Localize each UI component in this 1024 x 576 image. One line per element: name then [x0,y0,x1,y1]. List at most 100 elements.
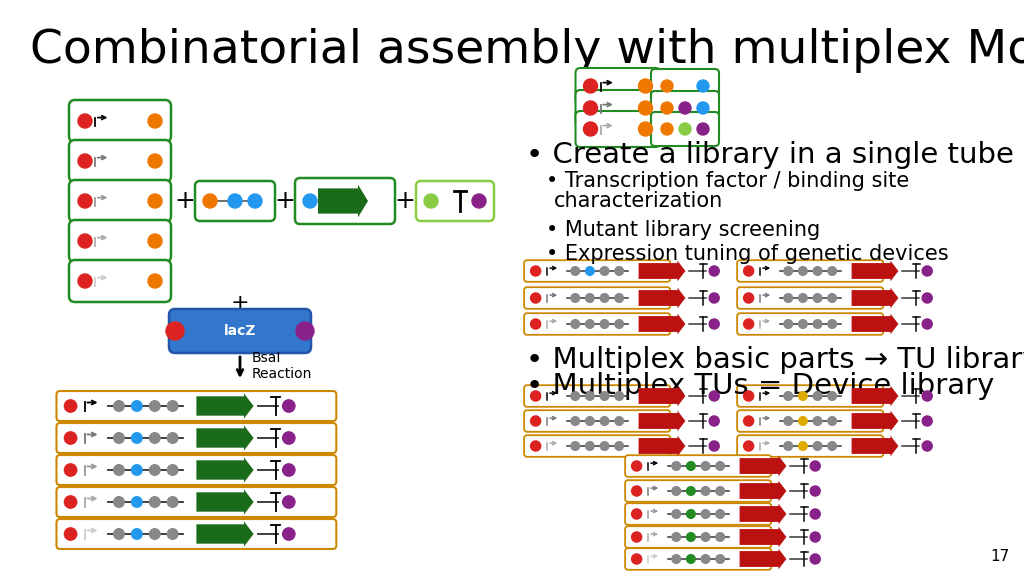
FancyArrow shape [639,386,685,406]
FancyBboxPatch shape [295,178,395,224]
Text: 17: 17 [991,549,1010,564]
Circle shape [167,529,178,539]
Circle shape [78,194,92,208]
FancyBboxPatch shape [524,385,671,407]
FancyBboxPatch shape [651,112,719,146]
Text: • Mutant library screening: • Mutant library screening [546,220,820,240]
Circle shape [167,401,178,411]
Circle shape [150,433,160,444]
Circle shape [78,154,92,168]
Circle shape [716,487,725,495]
Circle shape [701,533,710,541]
Circle shape [600,442,609,450]
Circle shape [701,510,710,518]
Circle shape [283,400,295,412]
Circle shape [716,462,725,471]
Circle shape [716,555,725,563]
Circle shape [810,486,820,496]
Text: lacZ: lacZ [224,324,256,338]
FancyArrow shape [739,503,786,524]
Circle shape [584,122,597,136]
FancyBboxPatch shape [524,260,671,282]
Circle shape [150,401,160,411]
FancyArrow shape [639,261,685,281]
Circle shape [697,102,709,114]
FancyArrow shape [197,426,254,450]
Circle shape [799,294,807,302]
Circle shape [65,400,77,412]
Circle shape [148,194,162,208]
Circle shape [810,554,820,564]
Circle shape [710,391,719,401]
Circle shape [530,293,541,303]
Circle shape [784,267,793,275]
Circle shape [303,194,317,208]
FancyBboxPatch shape [524,410,671,432]
Circle shape [131,401,142,411]
FancyBboxPatch shape [737,313,884,335]
Circle shape [784,392,793,400]
Circle shape [710,416,719,426]
Circle shape [296,322,314,340]
FancyBboxPatch shape [625,526,771,548]
Circle shape [114,401,124,411]
FancyBboxPatch shape [195,181,275,221]
FancyBboxPatch shape [69,140,171,182]
FancyBboxPatch shape [575,68,660,104]
Circle shape [114,497,124,507]
Circle shape [131,497,142,507]
Circle shape [813,392,822,400]
Circle shape [799,442,807,450]
FancyArrow shape [197,393,254,419]
Circle shape [662,80,673,92]
FancyArrow shape [852,435,898,456]
FancyArrow shape [852,261,898,281]
Circle shape [716,510,725,518]
Circle shape [923,441,932,451]
Circle shape [784,416,793,425]
Circle shape [710,441,719,451]
Circle shape [586,416,594,425]
Circle shape [530,441,541,451]
Circle shape [600,294,609,302]
FancyBboxPatch shape [169,309,311,353]
FancyBboxPatch shape [625,455,771,477]
Circle shape [150,465,160,475]
FancyBboxPatch shape [69,180,171,222]
FancyBboxPatch shape [56,391,336,421]
FancyArrow shape [739,526,786,547]
Circle shape [827,392,837,400]
FancyBboxPatch shape [69,220,171,262]
Circle shape [530,416,541,426]
Circle shape [586,294,594,302]
Circle shape [530,391,541,401]
FancyBboxPatch shape [625,503,771,525]
Circle shape [571,320,580,328]
Circle shape [810,532,820,542]
Circle shape [743,441,754,451]
Text: +: + [174,189,196,213]
Circle shape [614,392,624,400]
Circle shape [686,487,695,495]
FancyArrow shape [739,456,786,476]
Circle shape [923,293,932,303]
Circle shape [923,319,932,329]
FancyBboxPatch shape [737,385,884,407]
Circle shape [283,432,295,444]
Circle shape [614,320,624,328]
Circle shape [827,416,837,425]
Circle shape [78,114,92,128]
Circle shape [672,555,681,563]
Circle shape [472,194,486,208]
Circle shape [810,509,820,519]
Circle shape [743,416,754,426]
Circle shape [167,497,178,507]
Circle shape [571,294,580,302]
Circle shape [166,322,184,340]
Circle shape [632,461,642,471]
Circle shape [614,294,624,302]
Circle shape [827,320,837,328]
Circle shape [65,496,77,508]
Circle shape [710,293,719,303]
FancyBboxPatch shape [651,91,719,125]
